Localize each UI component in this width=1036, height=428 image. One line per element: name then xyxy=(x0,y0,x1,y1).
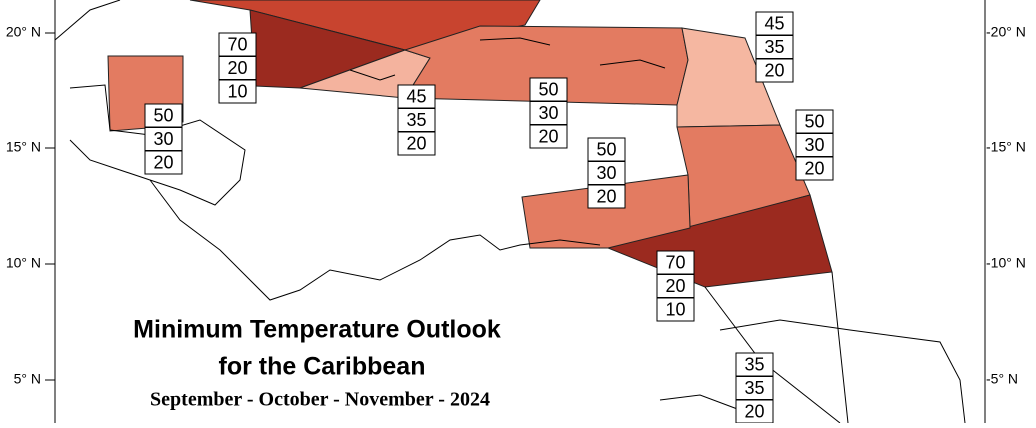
latitude-label: 20° N xyxy=(6,24,41,40)
outlook-cell xyxy=(529,124,568,149)
latitude-label: 15° N xyxy=(6,139,41,155)
outlook-value: 30 xyxy=(804,135,824,155)
outlook-cell xyxy=(795,156,834,181)
latitude-label: -5° N xyxy=(986,371,1018,387)
outlook-cell xyxy=(218,79,257,104)
outlook-value: 20 xyxy=(227,58,247,78)
outlook-cell xyxy=(755,58,794,83)
coast xyxy=(349,37,666,81)
latitude-label: 10° N xyxy=(6,255,41,271)
outlook-value: 20 xyxy=(764,60,784,80)
outlook-value: 35 xyxy=(744,378,764,398)
latitude-label: -15° N xyxy=(986,139,1026,155)
outlook-value: 45 xyxy=(764,13,784,33)
season: September - October - November - 2024 xyxy=(150,389,490,411)
outlook-value: 20 xyxy=(596,186,616,206)
title: for the Caribbean xyxy=(219,353,426,381)
latitude-label: 5° N xyxy=(14,371,41,387)
coast xyxy=(719,319,966,424)
outlook-value: 20 xyxy=(744,401,764,421)
outlook-value: 30 xyxy=(596,163,616,183)
outlook-value: 20 xyxy=(406,133,426,153)
outlook-value: 50 xyxy=(596,139,616,159)
outlook-value: 50 xyxy=(804,111,824,131)
outlook-value: 30 xyxy=(538,103,558,123)
outlook-value: 35 xyxy=(406,110,426,130)
zone xyxy=(521,174,691,249)
outlook-cell xyxy=(397,131,436,156)
coast xyxy=(149,179,601,301)
latitude-label: -20° N xyxy=(986,24,1026,40)
outlook-value: 10 xyxy=(665,299,685,319)
outlook-value: 50 xyxy=(153,105,173,125)
outlook-value: 20 xyxy=(665,276,685,296)
outlook-value: 30 xyxy=(153,129,173,149)
outlook-cell xyxy=(587,184,626,209)
outlook-boxes: 70 20 10 50 30 20 45 35 20 50 30 20 50 30 20 45 35 20 50 30… xyxy=(144,11,834,424)
outlook-zones xyxy=(107,0,849,424)
outlook-value: 50 xyxy=(538,79,558,99)
outlook-cell xyxy=(656,297,695,322)
coastlines xyxy=(54,0,966,424)
outlook-value: 35 xyxy=(744,354,764,374)
outlook-value: 70 xyxy=(227,34,247,54)
outlook-value: 20 xyxy=(153,152,173,172)
outlook-value: 70 xyxy=(665,252,685,272)
latitude-label: -10° N xyxy=(986,255,1026,271)
latitude-labels: 20° N 15° N 10° N 5° N -20° N -15° N -10° N -5°… xyxy=(6,24,1026,387)
outlook-value: 20 xyxy=(538,126,558,146)
outlook-value: 35 xyxy=(764,37,784,57)
zone-outline xyxy=(831,271,849,424)
outlook-cell xyxy=(144,150,183,175)
title: Minimum Temperature Outlook xyxy=(133,316,501,344)
outlook-value: 10 xyxy=(227,81,247,101)
outlook-value: 20 xyxy=(804,158,824,178)
outlook-value: 45 xyxy=(406,86,426,106)
coast xyxy=(54,0,246,206)
